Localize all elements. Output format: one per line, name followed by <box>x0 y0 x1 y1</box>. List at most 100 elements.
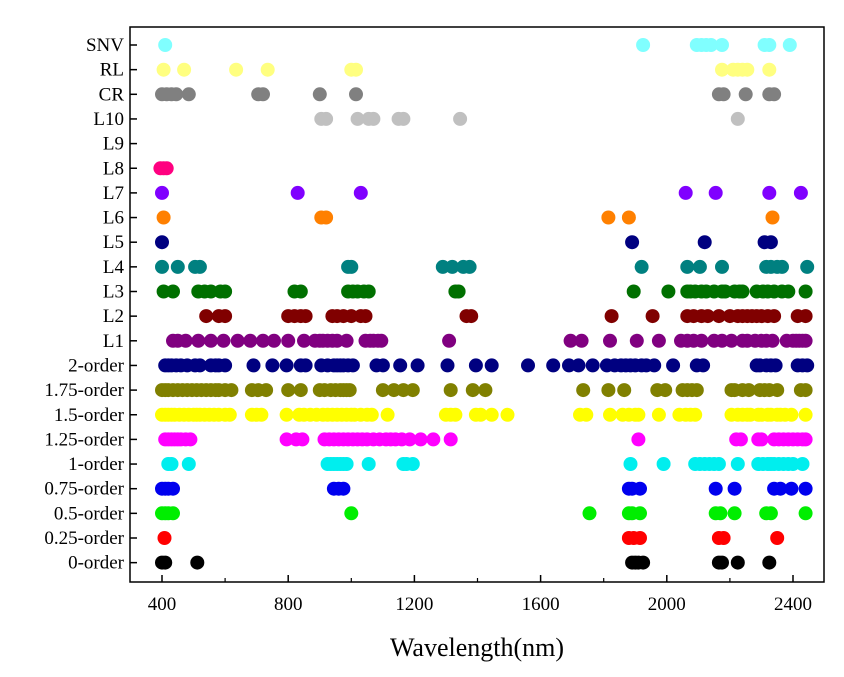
point-2-order-27 <box>393 358 408 373</box>
point-1.75-order-48 <box>741 383 756 398</box>
point-L1-8 <box>256 333 270 348</box>
point-2-order-12 <box>246 358 261 373</box>
point-L10-7 <box>453 111 468 126</box>
point-RL-1 <box>177 62 192 77</box>
y-tick-label-L10: L10 <box>93 109 124 130</box>
y-tick-label-1-order: 1-order <box>68 454 125 475</box>
point-1.25-order-27 <box>402 432 417 447</box>
point-L10-6 <box>396 111 411 126</box>
x-tick-label-2400: 2400 <box>774 594 812 615</box>
point-0.25-order-0 <box>157 531 172 545</box>
point-L2-16 <box>645 309 660 324</box>
point-L1-10 <box>281 333 296 348</box>
point-L1-3 <box>191 333 206 348</box>
point-2-order-32 <box>521 358 535 373</box>
point-0.25-order-5 <box>716 531 731 545</box>
point-L2-21 <box>711 309 726 324</box>
point-1.25-order-35 <box>754 432 769 447</box>
y-axis: 0-order 0.25-order 0.5-order 0.75-order 1-or… <box>44 35 137 574</box>
point-2-order-7 <box>192 358 207 373</box>
point-0.5-order-3 <box>166 506 180 521</box>
point-L7-4 <box>708 185 723 200</box>
point-2-order-46 <box>666 358 681 373</box>
y-tick-label-0.75-order: 0.75-order <box>44 479 124 500</box>
point-0.75-order-13 <box>773 481 788 496</box>
point-2-order-45 <box>647 358 662 373</box>
point-RL-10 <box>740 62 755 77</box>
y-tick-label-0.5-order: 0.5-order <box>54 503 125 524</box>
point-L3-28 <box>735 284 750 299</box>
point-L3-8 <box>293 284 308 299</box>
point-L1-6 <box>230 333 245 348</box>
point-0-order-8 <box>715 555 729 570</box>
y-tick-label-L1: L1 <box>103 331 124 352</box>
point-L5-2 <box>697 235 712 250</box>
point-RL-2 <box>229 62 244 77</box>
y-tick-label-L6: L6 <box>103 208 124 229</box>
point-1.75-order-52 <box>770 383 785 398</box>
point-RL-11 <box>762 62 777 77</box>
x-tick-label-800: 800 <box>274 594 303 615</box>
point-L6-4 <box>621 210 636 225</box>
y-tick-label-CR: CR <box>99 84 125 105</box>
point-1.75-order-54 <box>798 383 813 398</box>
point-SNV-6 <box>715 38 729 52</box>
point-0.75-order-9 <box>633 481 647 496</box>
point-CR-6 <box>256 87 270 102</box>
point-0.5-order-14 <box>798 506 813 521</box>
point-L3-35 <box>798 284 813 299</box>
point-CR-3 <box>169 87 184 102</box>
point-0.75-order-14 <box>784 481 799 496</box>
point-1.5-order-35 <box>364 407 379 422</box>
point-L1-24 <box>442 333 457 348</box>
point-2-order-53 <box>768 358 783 373</box>
point-1.5-order-19 <box>254 407 269 422</box>
y-tick-label-L8: L8 <box>103 158 124 179</box>
point-1.75-order-35 <box>478 383 493 398</box>
point-L6-2 <box>319 210 334 225</box>
point-1.25-order-43 <box>798 432 813 447</box>
point-1.75-order-44 <box>689 383 704 398</box>
point-0.25-order-6 <box>770 531 785 545</box>
point-L2-30 <box>767 309 782 324</box>
point-0.5-order-11 <box>727 506 742 521</box>
point-L2-20 <box>700 309 715 324</box>
point-2-order-11 <box>218 358 233 373</box>
point-1.5-order-55 <box>688 407 703 422</box>
point-1-order-15 <box>656 457 671 471</box>
x-tick-label-1600: 1600 <box>522 594 560 615</box>
point-L1-33 <box>694 333 709 348</box>
point-1.75-order-40 <box>658 383 673 398</box>
point-0-order-6 <box>636 555 651 570</box>
point-SNV-5 <box>704 38 718 52</box>
point-L10-8 <box>730 111 745 126</box>
point-0.5-order-5 <box>582 506 597 521</box>
point-1.5-order-16 <box>222 407 237 422</box>
x-tick-label-1200: 1200 <box>395 594 433 615</box>
point-SNV-9 <box>782 38 797 52</box>
point-0.75-order-15 <box>798 481 813 496</box>
point-1-order-32 <box>795 457 810 471</box>
point-L2-6 <box>298 309 313 324</box>
point-L3-13 <box>361 284 376 299</box>
point-L7-0 <box>155 185 169 200</box>
point-RL-0 <box>156 62 171 77</box>
point-1.75-order-36 <box>576 383 591 398</box>
point-L2-0 <box>199 309 214 324</box>
point-L1-7 <box>243 333 258 348</box>
point-L10-4 <box>366 111 381 126</box>
point-1.5-order-39 <box>448 407 463 422</box>
y-tick-label-1.25-order: 1.25-order <box>44 429 124 450</box>
point-L4-18 <box>800 259 815 274</box>
point-2-order-26 <box>375 358 390 373</box>
point-0.75-order-6 <box>336 481 351 496</box>
point-1-order-10 <box>361 457 376 471</box>
point-0.75-order-3 <box>166 481 180 496</box>
point-2-order-35 <box>571 358 586 373</box>
y-tick-label-L2: L2 <box>103 306 124 327</box>
point-1.75-order-29 <box>375 383 390 398</box>
point-2-order-31 <box>484 358 499 373</box>
point-L7-6 <box>793 185 808 200</box>
point-2-order-14 <box>279 358 294 373</box>
point-RL-5 <box>349 62 363 77</box>
